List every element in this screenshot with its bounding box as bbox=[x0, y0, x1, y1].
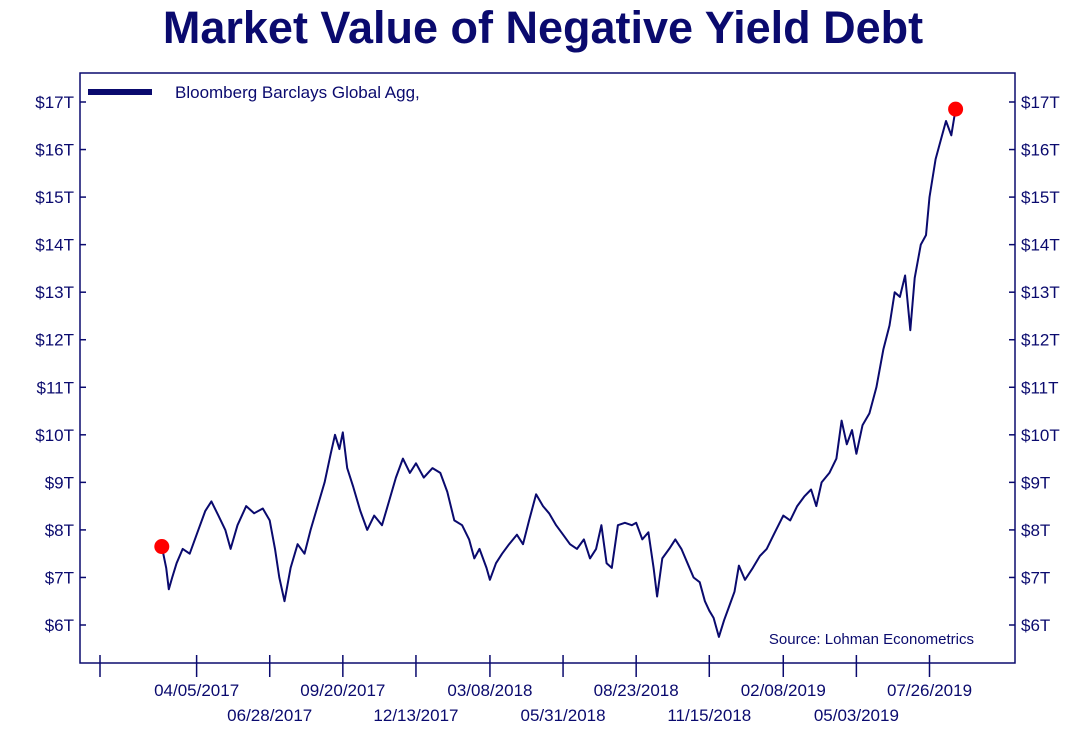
x-tick-label: 11/15/2018 bbox=[667, 706, 751, 725]
y-tick-label-right: $17T bbox=[1021, 93, 1060, 112]
y-tick-label-right: $14T bbox=[1021, 236, 1060, 255]
plot-frame bbox=[79, 72, 1016, 664]
x-axis: 04/05/2017 09/20/2017 03/08/2018 08/23/2018… bbox=[99, 655, 972, 725]
legend-label: Bloomberg Barclays Global Agg, bbox=[175, 83, 420, 102]
y-tick-label-right: $16T bbox=[1021, 141, 1060, 160]
y-tick-label-left: $7T bbox=[45, 568, 74, 587]
data-point-marker bbox=[948, 101, 964, 117]
y-tick-label-right: $15T bbox=[1021, 188, 1060, 207]
y-tick-label-right: $13T bbox=[1021, 283, 1060, 302]
y-tick-label-right: $12T bbox=[1021, 331, 1060, 350]
series-line bbox=[160, 108, 957, 638]
y-tick-label-left: $8T bbox=[45, 521, 74, 540]
x-tick-label: 05/31/2018 bbox=[521, 706, 606, 725]
y-tick-label-left: $14T bbox=[35, 236, 74, 255]
y-axis-left: $6T $7T $8T $9T $10T $11T $12T $13T $14T $15T $16T… bbox=[35, 93, 86, 635]
chart-title: Market Value of Negative Yield Debt bbox=[162, 2, 924, 53]
y-tick-label-right: $6T bbox=[1021, 616, 1050, 635]
x-tick-label: 08/23/2018 bbox=[594, 681, 679, 700]
x-tick-label: 04/05/2017 bbox=[154, 681, 239, 700]
y-tick-label-left: $6T bbox=[45, 616, 74, 635]
data-point-marker bbox=[154, 539, 170, 555]
y-axis-right: $6T $7T $8T $9T $10T $11T $12T $13T $14T $15T $16T… bbox=[1009, 93, 1060, 635]
x-tick-label: 06/28/2017 bbox=[227, 706, 312, 725]
y-tick-label-left: $13T bbox=[35, 283, 74, 302]
y-tick-label-left: $15T bbox=[35, 188, 74, 207]
markers bbox=[154, 101, 964, 555]
y-tick-label-right: $11T bbox=[1021, 378, 1059, 397]
y-tick-label-right: $10T bbox=[1021, 426, 1060, 445]
y-tick-label-left: $9T bbox=[45, 473, 74, 492]
x-tick-label: 05/03/2019 bbox=[814, 706, 899, 725]
y-tick-label-right: $8T bbox=[1021, 521, 1050, 540]
y-tick-label-left: $10T bbox=[35, 426, 74, 445]
x-tick-label: 03/08/2018 bbox=[447, 681, 532, 700]
y-tick-label-left: $17T bbox=[35, 93, 74, 112]
x-tick-label: 07/26/2019 bbox=[887, 681, 972, 700]
y-tick-label-right: $9T bbox=[1021, 473, 1050, 492]
x-tick-label: 12/13/2017 bbox=[373, 706, 458, 725]
x-tick-label: 02/08/2019 bbox=[741, 681, 826, 700]
y-tick-label-left: $12T bbox=[35, 331, 74, 350]
source-annotation: Source: Lohman Econometrics bbox=[769, 631, 974, 648]
y-tick-label-left: $11T bbox=[37, 378, 75, 397]
y-tick-label-left: $16T bbox=[35, 141, 74, 160]
x-tick-label: 09/20/2017 bbox=[300, 681, 385, 700]
y-tick-label-right: $7T bbox=[1021, 568, 1050, 587]
